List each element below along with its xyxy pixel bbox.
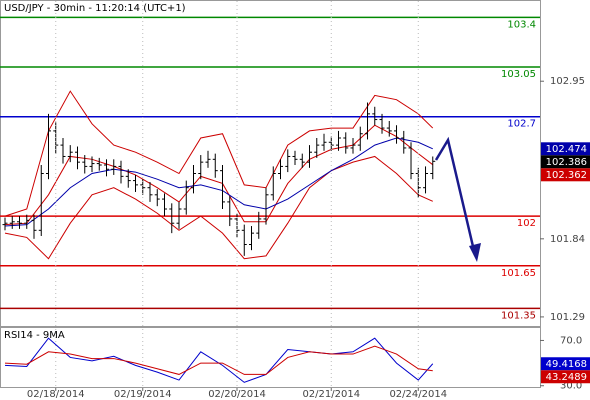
level-label: 103.05	[501, 69, 536, 80]
level-label: 102	[517, 218, 536, 229]
y-tick-label: 70.0	[560, 335, 582, 346]
level-label: 102.7	[507, 119, 536, 130]
level-label: 103.4	[507, 19, 536, 30]
y-tick-label: 30.0	[560, 381, 582, 392]
value-tag-label: 102.474	[546, 144, 587, 155]
value-tag	[541, 370, 590, 384]
value-tag	[541, 357, 590, 371]
x-tick-label: 02/20/2014	[208, 389, 266, 400]
level-label: 101.35	[501, 310, 536, 321]
rsi-title: RSI14 - 9MA	[4, 330, 65, 341]
x-tick-label: 02/21/2014	[302, 389, 360, 400]
value-tag	[541, 142, 590, 156]
y-tick-label: 101.29	[550, 312, 585, 323]
value-tag-label: 102.386	[546, 157, 587, 168]
value-tag-label: 49.4168	[546, 359, 587, 370]
overlay-lower	[4, 155, 433, 260]
chart-title: USD/JPY - 30min - 11:20:14 (UTC+1)	[4, 3, 186, 14]
price-frame	[0, 0, 541, 327]
forecast-arrow	[434, 136, 477, 256]
rsi-line	[4, 337, 434, 383]
x-tick-label: 02/18/2014	[27, 389, 85, 400]
rsi-frame	[0, 327, 541, 388]
forecast-arrowhead	[469, 243, 481, 262]
value-tag-label: 43.2489	[546, 372, 587, 383]
value-tag	[541, 155, 590, 169]
rsi-line	[4, 345, 433, 375]
x-tick-label: 02/19/2014	[114, 389, 172, 400]
value-tag	[541, 168, 590, 182]
x-tick-label: 02/24/2014	[389, 389, 447, 400]
value-tag-label: 102.362	[546, 170, 587, 181]
y-tick-label: 101.84	[550, 234, 585, 245]
level-label: 101.65	[501, 268, 536, 279]
y-tick-label: 102.95	[550, 76, 585, 87]
